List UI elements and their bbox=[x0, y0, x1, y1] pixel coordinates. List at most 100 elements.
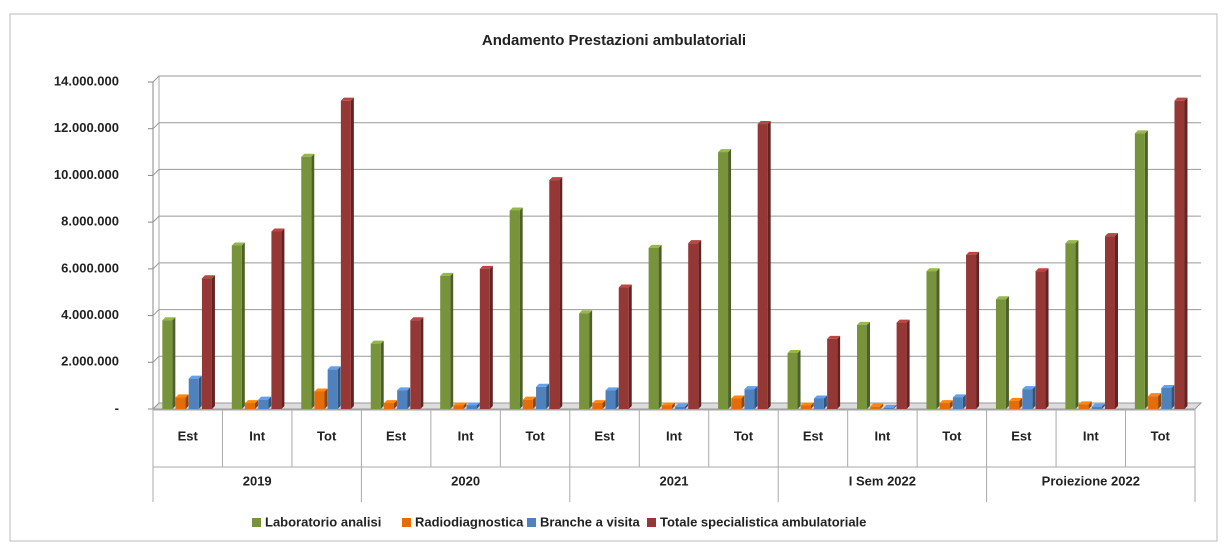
bar bbox=[175, 397, 186, 409]
bar-side bbox=[172, 317, 176, 409]
bar-top bbox=[896, 319, 910, 323]
bar bbox=[258, 399, 269, 409]
bar-top bbox=[661, 402, 675, 406]
bar-side bbox=[268, 396, 272, 409]
bar bbox=[870, 406, 881, 409]
bar-top bbox=[175, 394, 189, 398]
bar bbox=[995, 299, 1006, 409]
bar-side bbox=[797, 349, 801, 409]
group-label: 2020 bbox=[451, 473, 480, 488]
bar-side bbox=[198, 375, 202, 409]
legend-label: Radiodiagnostica bbox=[415, 514, 524, 529]
x-tick-label: Tot bbox=[734, 428, 754, 443]
bar-top bbox=[188, 375, 202, 379]
bar-side bbox=[407, 387, 411, 409]
bar bbox=[397, 390, 408, 409]
bar-side bbox=[976, 251, 980, 409]
bar-side bbox=[754, 386, 758, 409]
bar-side bbox=[546, 383, 550, 409]
x-tick-label: Tot bbox=[1151, 428, 1171, 443]
x-tick-label: Int bbox=[458, 428, 475, 443]
bar-side bbox=[476, 402, 480, 409]
bar bbox=[271, 231, 282, 409]
bar bbox=[440, 275, 451, 409]
bar bbox=[787, 352, 798, 409]
bar-side bbox=[867, 321, 870, 409]
y-tick-label: - bbox=[115, 400, 119, 415]
bar bbox=[813, 398, 824, 409]
bar-top bbox=[549, 177, 563, 181]
legend-label: Laboratorio analisi bbox=[265, 514, 381, 529]
bar bbox=[1022, 389, 1033, 409]
bar-top bbox=[731, 395, 745, 399]
bar-side bbox=[1184, 97, 1188, 409]
bar-top bbox=[536, 383, 550, 387]
bar bbox=[605, 390, 616, 409]
bar-side bbox=[393, 400, 397, 409]
y-tick-label: 12.000.000 bbox=[54, 120, 119, 135]
x-tick-label: Int bbox=[874, 428, 891, 443]
bar-top bbox=[1148, 393, 1162, 397]
bar-side bbox=[589, 310, 593, 409]
bar bbox=[952, 397, 963, 409]
bar-side bbox=[837, 335, 841, 409]
bar bbox=[688, 243, 699, 409]
bar-top bbox=[857, 321, 870, 325]
bar-side bbox=[880, 403, 884, 409]
bar-top bbox=[314, 388, 328, 392]
bar-side bbox=[685, 403, 688, 409]
bar bbox=[1035, 271, 1046, 409]
bar-top bbox=[787, 349, 801, 353]
bar bbox=[479, 268, 490, 409]
bar-top bbox=[410, 317, 424, 321]
bar-top bbox=[744, 386, 758, 390]
bar-side bbox=[1171, 384, 1175, 409]
bar-side bbox=[350, 97, 354, 409]
bar-side bbox=[463, 402, 467, 409]
bar-side bbox=[767, 121, 771, 410]
bar-side bbox=[324, 388, 328, 409]
y-tick-label: 10.000.000 bbox=[54, 167, 119, 182]
y-tick-label: 8.000.000 bbox=[61, 214, 119, 229]
bar bbox=[1161, 387, 1172, 409]
bar-top bbox=[370, 340, 384, 344]
bar-side bbox=[671, 402, 675, 409]
bar-top bbox=[605, 387, 619, 391]
y-tick-label: 6.000.000 bbox=[61, 260, 119, 275]
bar-top bbox=[939, 400, 953, 404]
grid-line bbox=[152, 215, 1201, 223]
bar-top bbox=[383, 400, 397, 404]
bar bbox=[857, 324, 867, 409]
bar bbox=[549, 180, 560, 409]
bar-top bbox=[245, 400, 258, 404]
bar bbox=[926, 271, 937, 409]
bar-side bbox=[489, 265, 493, 409]
bar bbox=[340, 100, 351, 409]
bar-top bbox=[231, 242, 245, 246]
bar-top bbox=[1065, 240, 1079, 244]
bar bbox=[718, 152, 729, 410]
grid-line bbox=[152, 309, 1201, 316]
bar-top bbox=[618, 284, 632, 288]
bar-top bbox=[340, 97, 354, 101]
bar bbox=[370, 343, 381, 409]
bar bbox=[314, 391, 325, 409]
bar bbox=[509, 210, 520, 409]
bar bbox=[883, 407, 894, 409]
group-label: Proiezione 2022 bbox=[1042, 473, 1140, 488]
bar-top bbox=[440, 272, 454, 276]
bar bbox=[162, 320, 173, 409]
y-tick-label: 14.000.000 bbox=[54, 73, 119, 88]
x-tick-label: Tot bbox=[942, 428, 962, 443]
bar bbox=[410, 320, 421, 409]
bar bbox=[453, 405, 464, 409]
bar-side bbox=[255, 400, 258, 409]
bar bbox=[1105, 236, 1115, 409]
bar-top bbox=[1091, 403, 1105, 407]
bar-top bbox=[466, 402, 480, 406]
bar bbox=[648, 247, 659, 409]
bar-top bbox=[1105, 233, 1118, 237]
bar-top bbox=[479, 265, 493, 269]
bar-top bbox=[926, 268, 940, 272]
bar-top bbox=[522, 396, 536, 400]
